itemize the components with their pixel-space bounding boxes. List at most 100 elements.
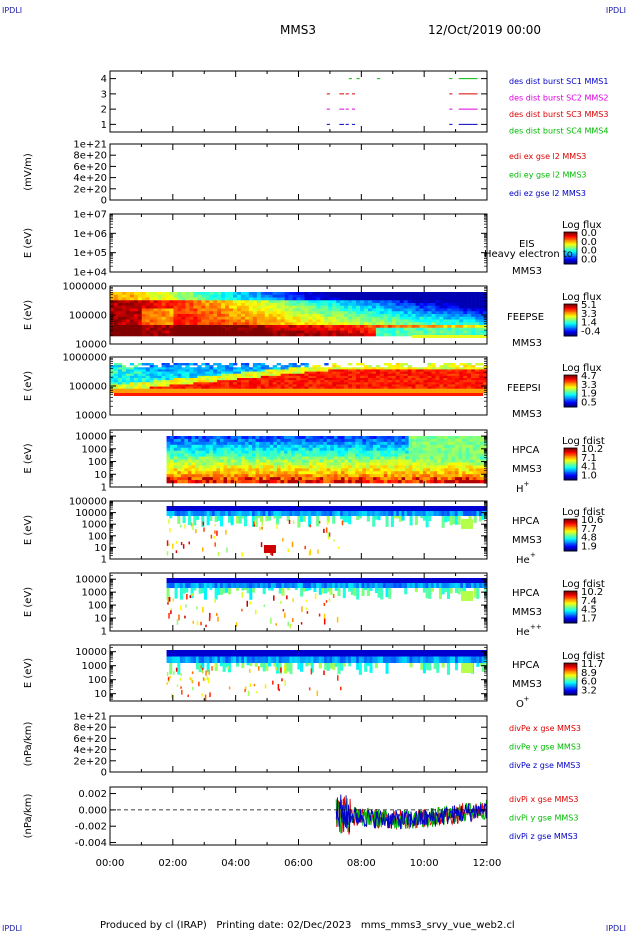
heatmap-cell bbox=[463, 384, 468, 387]
heatmap-cell bbox=[173, 378, 178, 381]
colorbar-tick-label: 1.9 bbox=[581, 389, 597, 400]
heatmap-cell bbox=[475, 300, 480, 304]
heatmap-cell bbox=[180, 441, 185, 446]
heatmap-cell bbox=[284, 369, 289, 372]
heatmap-cell bbox=[391, 333, 397, 337]
heatmap-cell bbox=[141, 316, 147, 320]
heatmap-cell bbox=[435, 292, 440, 296]
heatmap-cell bbox=[225, 375, 230, 379]
heatmap-cell bbox=[318, 506, 322, 511]
heatmap-cell bbox=[308, 480, 313, 484]
heatmap-cell bbox=[294, 474, 299, 478]
heatmap-cell bbox=[191, 450, 196, 454]
heatmap-cell bbox=[292, 369, 297, 372]
heatmap-cell bbox=[451, 327, 456, 331]
heatmap-cell bbox=[205, 303, 210, 307]
heatmap-cell bbox=[184, 441, 189, 446]
heatmap-cell bbox=[287, 477, 292, 481]
heatmap-cell bbox=[129, 314, 135, 318]
colorbar-cell bbox=[564, 321, 577, 324]
heatmap-cell bbox=[304, 305, 309, 309]
heatmap-cell bbox=[236, 388, 242, 392]
heatmap-cell bbox=[110, 294, 115, 298]
heatmap-cell bbox=[256, 369, 262, 372]
heatmap-cell bbox=[475, 322, 480, 326]
heatmap-cell bbox=[451, 477, 456, 481]
heatmap-cell bbox=[189, 373, 194, 377]
heatmap-cell bbox=[256, 375, 262, 379]
heatmap-cell bbox=[467, 373, 472, 377]
heatmap-cell bbox=[371, 386, 377, 390]
heatmap-cell bbox=[264, 333, 270, 337]
heatmap-cell bbox=[166, 453, 171, 457]
heatmap-cell bbox=[236, 305, 242, 309]
heatmap-cell bbox=[391, 311, 397, 315]
heatmap-cell bbox=[455, 294, 460, 298]
heatmap-cell bbox=[379, 369, 385, 372]
heatmap-cell bbox=[153, 388, 158, 392]
heatmap-cell bbox=[408, 436, 413, 440]
heatmap-cell bbox=[333, 477, 338, 481]
heatmap-cell bbox=[422, 453, 427, 457]
heatmap-cell bbox=[248, 373, 254, 377]
heatmap-cell bbox=[415, 447, 420, 451]
heatmap-cell bbox=[320, 311, 325, 315]
heatmap-cell bbox=[153, 333, 158, 337]
heatmap-cell bbox=[259, 444, 263, 449]
heatmap-cell bbox=[197, 371, 202, 375]
heatmap-cell bbox=[201, 378, 206, 381]
heatmap-cell bbox=[391, 382, 397, 385]
heatmap-cell bbox=[244, 450, 249, 454]
heatmap-cell bbox=[233, 316, 238, 320]
heatmap-cell bbox=[291, 453, 296, 457]
heatmap-cell bbox=[332, 319, 337, 323]
heatmap-cell bbox=[213, 378, 218, 381]
heatmap-cell bbox=[348, 367, 353, 370]
heatmap-cell bbox=[475, 311, 480, 315]
heatmap-cell bbox=[332, 516, 336, 524]
heatmap-cell bbox=[252, 388, 258, 392]
heatmap-cell bbox=[360, 305, 365, 309]
heatmap-cell bbox=[340, 380, 345, 383]
heatmap-cell bbox=[195, 459, 199, 463]
heatmap-cell bbox=[344, 456, 349, 460]
heatmap-cell bbox=[157, 327, 162, 331]
heatmap-cell bbox=[149, 371, 154, 375]
heatmap-cell bbox=[360, 322, 365, 326]
heatmap-cell bbox=[312, 382, 317, 385]
heatmap-cell bbox=[340, 294, 345, 298]
heatmap-cell bbox=[443, 294, 448, 298]
heatmap-cell bbox=[300, 319, 305, 323]
colorbar-cell bbox=[564, 248, 577, 250]
heatmap-cell bbox=[221, 319, 226, 323]
heatmap-cell bbox=[399, 292, 404, 296]
heatmap-cell bbox=[475, 384, 480, 387]
heatmap-cell bbox=[479, 378, 484, 381]
heatmap-cell bbox=[323, 480, 328, 484]
heatmap-cell bbox=[221, 292, 226, 296]
heatmap-cell bbox=[443, 373, 448, 377]
heatmap-cell bbox=[380, 450, 385, 454]
heatmap-cell bbox=[276, 297, 281, 301]
heatmap-cell bbox=[280, 319, 285, 323]
heatmap-cell bbox=[437, 436, 442, 440]
heatmap-cell bbox=[403, 303, 408, 307]
heatmap-cell bbox=[110, 382, 115, 385]
heatmap-cell bbox=[216, 456, 221, 460]
heatmap-cell bbox=[431, 294, 436, 298]
heatmap-cell bbox=[288, 327, 293, 331]
heatmap-cell bbox=[197, 333, 202, 337]
heatmap-cell bbox=[467, 380, 472, 383]
heatmap-cell bbox=[198, 506, 202, 511]
heatmap-cell bbox=[113, 311, 119, 315]
heatmap-cell bbox=[110, 365, 115, 368]
heatmap-cell bbox=[212, 471, 217, 475]
heatmap-cell bbox=[149, 365, 154, 368]
heatmap-cell bbox=[145, 386, 150, 390]
heatmap-cell bbox=[352, 367, 357, 370]
heatmap-cell bbox=[240, 382, 246, 385]
heatmap-cell bbox=[362, 459, 367, 463]
heatmap-cell bbox=[229, 369, 234, 372]
heatmap-cell bbox=[292, 375, 297, 379]
heatmap-cell bbox=[230, 438, 235, 443]
